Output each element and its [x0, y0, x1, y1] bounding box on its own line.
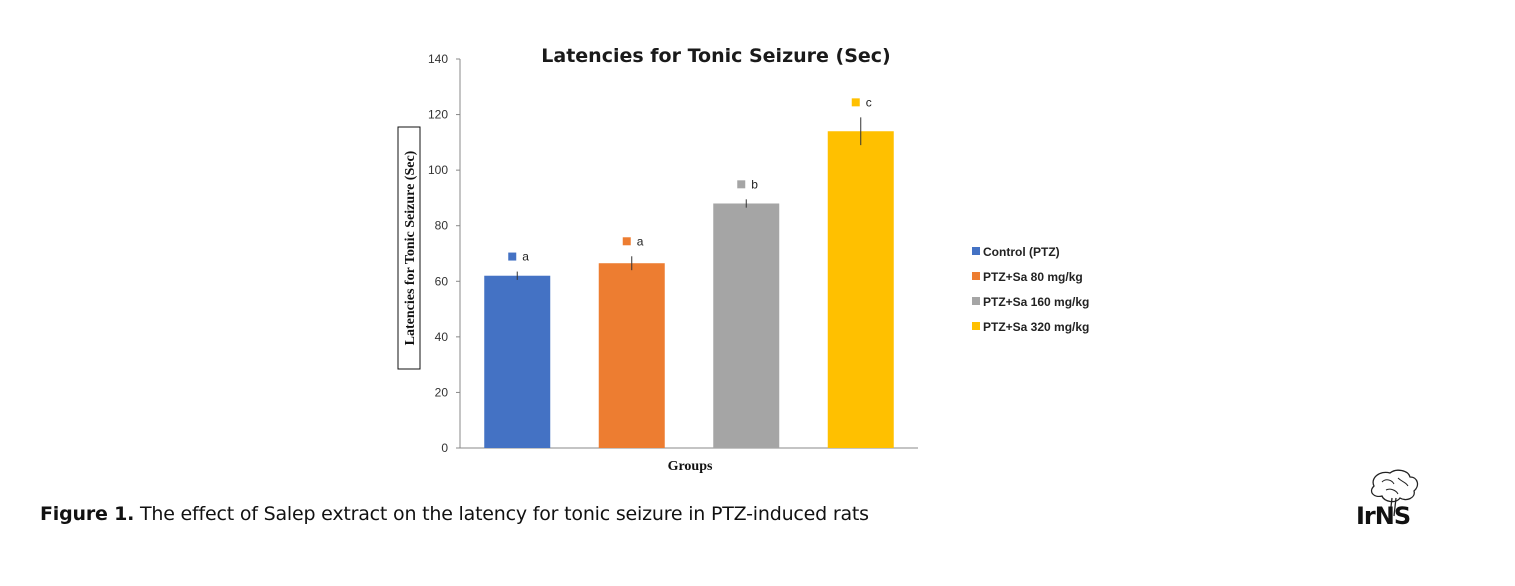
- bar: [713, 203, 780, 448]
- sig-marker: [737, 180, 746, 189]
- significance-label: a: [637, 234, 644, 248]
- chart-title: Latencies for Tonic Seizure (Sec): [541, 45, 890, 67]
- significance-label: c: [866, 95, 872, 109]
- y-axis-title: Latencies for Tonic Seizure (Sec): [403, 150, 418, 345]
- bar-chart: Latencies for Tonic Seizure (Sec) Latenc…: [397, 45, 1089, 474]
- y-tick-label: 80: [435, 219, 449, 233]
- bar: [827, 131, 894, 448]
- chart-area: Latencies for Tonic Seizure (Sec) Latenc…: [397, 45, 1089, 474]
- significance-label: b: [751, 177, 758, 191]
- y-tick-label: 20: [435, 385, 449, 399]
- legend: Control (PTZ) PTZ+Sa 80 mg/kg PTZ+Sa 160 m…: [972, 245, 1089, 334]
- bar: [484, 275, 551, 448]
- y-tick-label: 140: [428, 52, 448, 66]
- brain-logo-icon: [1370, 469, 1419, 517]
- y-tick-label: 0: [441, 441, 448, 455]
- caption-text: The effect of Salep extract on the laten…: [134, 503, 869, 525]
- sig-marker: [851, 98, 860, 107]
- legend-label: PTZ+Sa 320 mg/kg: [983, 320, 1089, 334]
- journal-logo: IrNS: [1352, 468, 1434, 532]
- bars: a a b c: [484, 95, 894, 448]
- legend-swatch: [972, 297, 980, 305]
- logo-text: IrNS: [1356, 502, 1411, 530]
- legend-label: Control (PTZ): [983, 245, 1060, 259]
- figure-caption: Figure 1. The effect of Salep extract on…: [40, 503, 869, 525]
- legend-swatch: [972, 322, 980, 330]
- legend-label: PTZ+Sa 160 mg/kg: [983, 295, 1089, 309]
- x-axis-title: Groups: [668, 459, 713, 474]
- sig-marker: [622, 237, 631, 246]
- y-tick-label: 120: [428, 108, 448, 122]
- legend-swatch: [972, 247, 980, 255]
- legend-label: PTZ+Sa 80 mg/kg: [983, 270, 1083, 284]
- sig-marker: [508, 252, 517, 261]
- y-axis-title-group: Latencies for Tonic Seizure (Sec): [397, 126, 421, 370]
- y-axis-title-box: [397, 126, 421, 370]
- y-tick-label: 40: [435, 330, 449, 344]
- bar: [598, 263, 665, 448]
- y-tick-label: 100: [428, 163, 448, 177]
- axes: 0 20 40 60 80 100 120 140: [428, 52, 918, 455]
- caption-label: Figure 1.: [40, 503, 135, 525]
- significance-label: a: [522, 250, 529, 264]
- y-tick-label: 60: [435, 274, 449, 288]
- legend-swatch: [972, 272, 980, 280]
